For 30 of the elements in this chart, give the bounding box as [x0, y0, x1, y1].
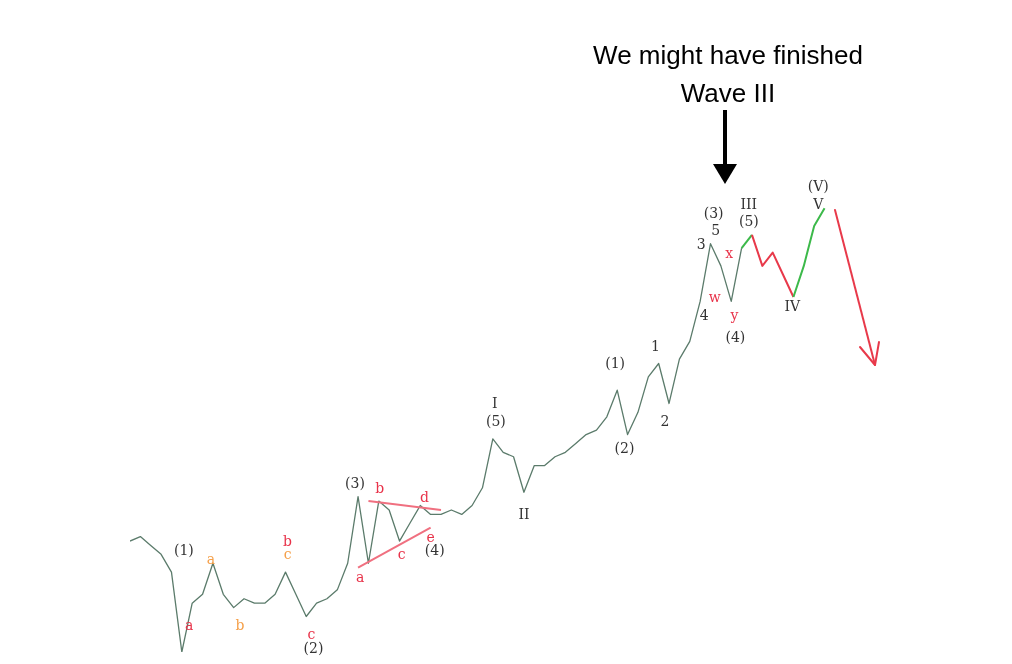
annotation: a — [206, 550, 216, 567]
annotation: 5 — [711, 222, 721, 239]
annotation: II — [518, 506, 530, 523]
annotation: (3) — [345, 475, 365, 492]
annotation: 4 — [699, 306, 709, 323]
annotation: (4) — [725, 328, 746, 345]
annotation: 1 — [651, 337, 661, 354]
annotation: c — [397, 546, 406, 563]
annotation: a — [184, 617, 194, 634]
annotation: I — [492, 395, 498, 412]
text: (V) — [807, 177, 829, 194]
annotation: y — [729, 306, 739, 323]
annotation: (1) — [173, 541, 194, 558]
annotation: b — [375, 479, 385, 496]
annotation: (5) — [486, 413, 506, 430]
annotation: (3) — [703, 204, 724, 221]
annotation: IV — [784, 297, 802, 314]
chart-title: We might have finished Wave III — [592, 39, 864, 110]
annotation: (2) — [614, 439, 635, 456]
annotation: III — [740, 195, 758, 212]
annotation: a — [355, 568, 365, 585]
annotation: V — [812, 195, 825, 212]
annotation: (1) — [605, 355, 626, 372]
annotation: x — [725, 244, 734, 261]
annotation: d — [419, 488, 429, 505]
annotation: w — [708, 288, 721, 305]
annotation: 2 — [660, 413, 670, 430]
annotation: b — [235, 617, 245, 634]
annotation: (5) — [738, 213, 759, 230]
annotation: 3 — [696, 235, 706, 252]
